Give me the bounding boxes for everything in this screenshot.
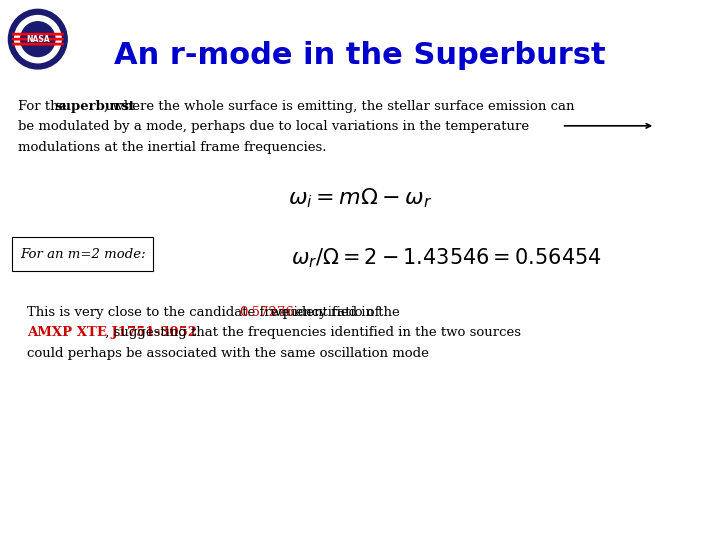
Text: This is very close to the candidate frequency ratio of: This is very close to the candidate freq… (27, 306, 384, 319)
Text: An r-mode in the Superburst: An r-mode in the Superburst (114, 40, 606, 70)
Text: NASA: NASA (26, 35, 50, 44)
Text: $\omega_r/\Omega = 2 - 1.43546 = 0.56454$: $\omega_r/\Omega = 2 - 1.43546 = 0.56454… (291, 246, 602, 270)
Text: For an m=2 mode:: For an m=2 mode: (20, 248, 145, 261)
Text: For the: For the (18, 100, 71, 113)
Text: modulations at the inertial frame frequencies.: modulations at the inertial frame freque… (18, 141, 326, 154)
Circle shape (9, 9, 67, 69)
Text: AMXP XTE J1751-3052: AMXP XTE J1751-3052 (27, 326, 197, 339)
Text: we identified in the: we identified in the (266, 306, 400, 319)
Text: could perhaps be associated with the same oscillation mode: could perhaps be associated with the sam… (27, 347, 429, 360)
Circle shape (14, 16, 61, 63)
Text: 0.57276: 0.57276 (239, 306, 294, 319)
Text: , where the whole surface is emitting, the stellar surface emission can: , where the whole surface is emitting, t… (104, 100, 574, 113)
Circle shape (21, 22, 55, 57)
Text: be modulated by a mode, perhaps due to local variations in the temperature: be modulated by a mode, perhaps due to l… (18, 120, 529, 133)
FancyBboxPatch shape (12, 237, 153, 271)
Text: , suggesting that the frequencies identified in the two sources: , suggesting that the frequencies identi… (101, 326, 521, 339)
Text: superburst: superburst (55, 100, 135, 113)
Text: $\omega_i = m\Omega - \omega_r$: $\omega_i = m\Omega - \omega_r$ (288, 187, 432, 211)
